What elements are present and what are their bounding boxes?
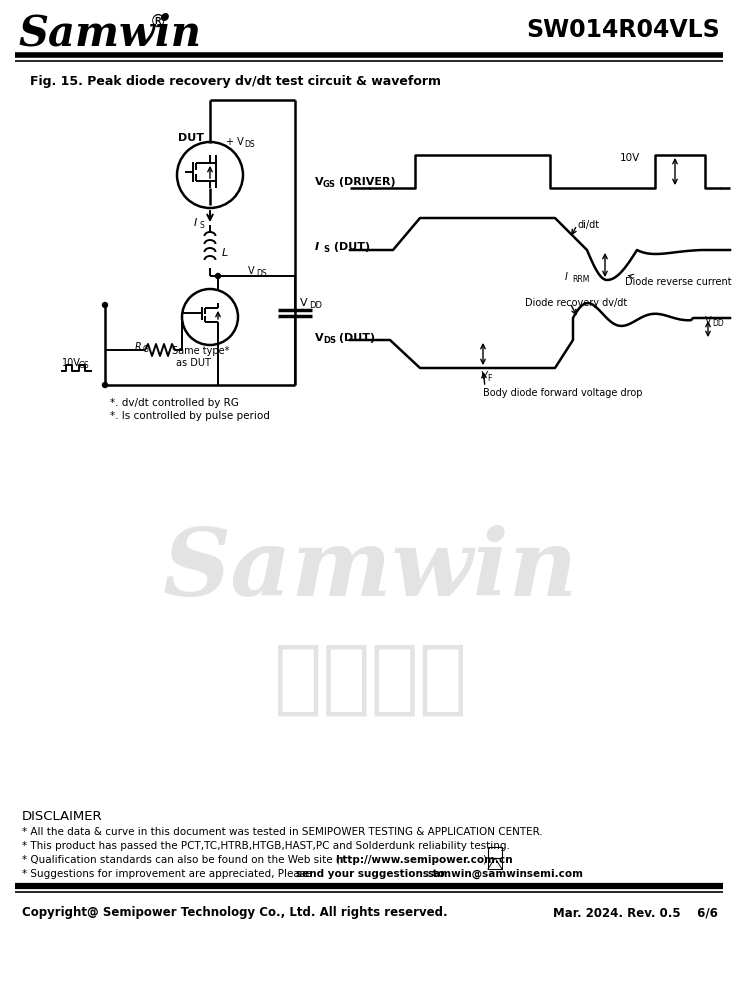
Text: 10V: 10V <box>62 358 81 368</box>
Text: Samwin: Samwin <box>162 525 578 615</box>
Text: V: V <box>315 177 324 187</box>
Text: DD: DD <box>309 301 322 310</box>
Text: G: G <box>143 345 149 354</box>
Text: 10V: 10V <box>620 153 641 163</box>
Text: DD: DD <box>712 319 724 328</box>
Circle shape <box>103 382 108 387</box>
Text: V: V <box>248 266 255 276</box>
Text: Diode recovery dv/dt: Diode recovery dv/dt <box>525 298 627 308</box>
Text: S: S <box>323 245 329 254</box>
Text: + V: + V <box>226 137 244 147</box>
Text: (DRIVER): (DRIVER) <box>335 177 396 187</box>
Text: * All the data & curve in this document was tested in SEMIPOWER TESTING & APPLIC: * All the data & curve in this document … <box>22 827 542 837</box>
Text: Mar. 2024. Rev. 0.5    6/6: Mar. 2024. Rev. 0.5 6/6 <box>553 906 718 919</box>
Text: Samwin: Samwin <box>18 12 201 54</box>
Text: GS: GS <box>79 361 89 370</box>
Text: Diode reverse current: Diode reverse current <box>625 277 731 287</box>
Text: V: V <box>705 316 711 326</box>
Text: V: V <box>300 298 308 308</box>
Text: 内部保密: 内部保密 <box>274 641 466 719</box>
Text: as DUT: as DUT <box>176 358 211 368</box>
Text: DS: DS <box>256 269 266 278</box>
Text: I: I <box>565 272 568 282</box>
Text: * Suggestions for improvement are appreciated, Please: * Suggestions for improvement are apprec… <box>22 869 315 879</box>
Text: DUT: DUT <box>178 133 204 143</box>
Text: * This product has passed the PCT,TC,HTRB,HTGB,HAST,PC and Solderdunk reliabilit: * This product has passed the PCT,TC,HTR… <box>22 841 510 851</box>
Text: ): ) <box>482 855 486 865</box>
Circle shape <box>215 273 221 278</box>
Text: Fig. 15. Peak diode recovery dv/dt test circuit & waveform: Fig. 15. Peak diode recovery dv/dt test … <box>30 75 441 88</box>
Text: samwin@samwinsemi.com: samwin@samwinsemi.com <box>427 869 583 879</box>
Text: DS: DS <box>323 336 336 345</box>
Text: I: I <box>315 242 319 252</box>
Text: di/dt: di/dt <box>577 220 599 230</box>
Text: (DUT): (DUT) <box>330 242 370 252</box>
Text: GS: GS <box>323 180 336 189</box>
Text: V: V <box>480 371 486 381</box>
Text: RRM: RRM <box>572 275 590 284</box>
Text: Copyright@ Semipower Technology Co., Ltd. All rights reserved.: Copyright@ Semipower Technology Co., Ltd… <box>22 906 448 919</box>
Text: SW014R04VLS: SW014R04VLS <box>526 18 720 42</box>
FancyBboxPatch shape <box>488 847 502 858</box>
Text: I: I <box>194 218 197 228</box>
Circle shape <box>103 302 108 308</box>
Text: http://www.semipower.com.cn: http://www.semipower.com.cn <box>335 855 513 865</box>
Text: *. dv/dt controlled by RG: *. dv/dt controlled by RG <box>110 398 239 408</box>
Text: F: F <box>487 374 492 383</box>
Text: V: V <box>315 333 324 343</box>
Text: (DUT): (DUT) <box>335 333 375 343</box>
Text: send your suggestions to: send your suggestions to <box>296 869 449 879</box>
Text: * Qualification standards can also be found on the Web site (: * Qualification standards can also be fo… <box>22 855 340 865</box>
Text: Same type*: Same type* <box>172 346 230 356</box>
Text: S: S <box>200 221 204 230</box>
Text: L: L <box>222 248 228 258</box>
Text: DISCLAIMER: DISCLAIMER <box>22 810 103 823</box>
Text: *. Is controlled by pulse period: *. Is controlled by pulse period <box>110 411 270 421</box>
Text: R: R <box>135 342 142 352</box>
Text: ®: ® <box>150 13 167 31</box>
Text: DS: DS <box>244 140 255 149</box>
Text: Body diode forward voltage drop: Body diode forward voltage drop <box>483 388 643 398</box>
